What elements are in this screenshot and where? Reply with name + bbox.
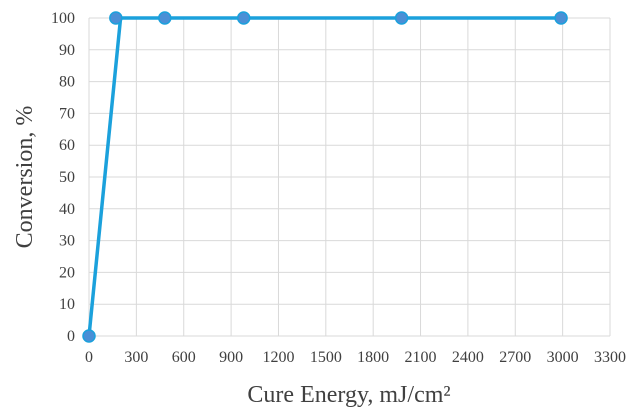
x-tick-labels: 0 300 600 900 1200 1500 1800 2100 2400 2700 3000 33… (85, 349, 626, 366)
x-tick-label: 900 (219, 349, 243, 366)
y-tick-labels: 0 10 20 30 40 50 60 70 80 90 100 (51, 10, 75, 345)
series-points (82, 11, 568, 343)
data-point (554, 11, 568, 25)
data-point (236, 11, 251, 25)
y-tick-label: 40 (59, 201, 75, 218)
x-tick-label: 300 (124, 349, 148, 366)
y-tick-label: 50 (59, 169, 75, 186)
data-point (82, 329, 96, 343)
y-tick-label: 60 (59, 137, 75, 154)
y-tick-label: 100 (51, 10, 75, 27)
x-tick-label: 3000 (547, 349, 579, 366)
y-tick-label: 0 (67, 328, 75, 345)
data-point (158, 11, 172, 25)
x-axis-title: Cure Energy, mJ/cm² (247, 382, 450, 408)
x-tick-label: 2700 (499, 349, 531, 366)
x-tick-label: 1500 (310, 349, 342, 366)
x-tick-label: 2100 (405, 349, 437, 366)
x-tick-label: 1200 (262, 349, 294, 366)
y-tick-label: 90 (59, 42, 75, 59)
y-tick-label: 30 (59, 233, 75, 250)
y-tick-label: 70 (59, 105, 75, 122)
x-tick-label: 1800 (357, 349, 389, 366)
x-tick-label: 600 (172, 349, 196, 366)
x-tick-label: 0 (85, 349, 93, 366)
y-axis-title: Conversion, % (12, 106, 38, 249)
data-point (394, 11, 409, 25)
y-tick-label: 10 (59, 296, 75, 313)
y-tick-label: 20 (59, 264, 75, 281)
data-point (109, 11, 123, 25)
y-tick-label: 80 (59, 74, 75, 91)
x-tick-label: 2400 (452, 349, 484, 366)
x-tick-label: 3300 (594, 349, 626, 366)
